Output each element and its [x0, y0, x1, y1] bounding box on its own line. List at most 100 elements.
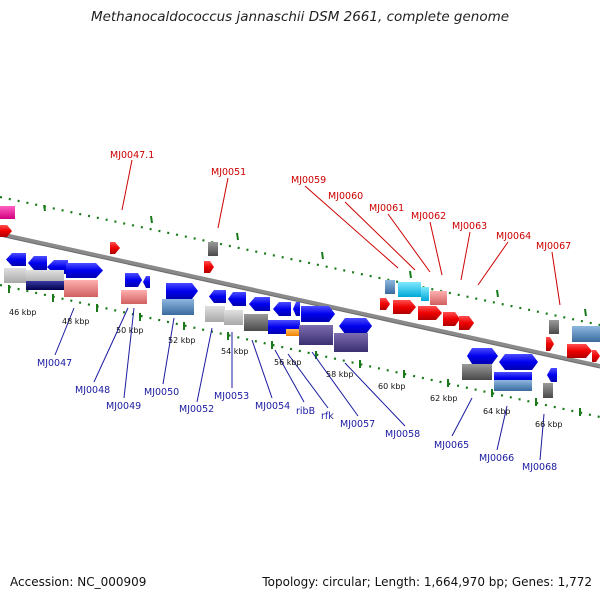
- gene-label[interactable]: MJ0048: [75, 385, 110, 396]
- gene-feature[interactable]: [204, 261, 214, 273]
- tick-mark: [43, 204, 46, 212]
- scale-label: 52 kbp: [168, 336, 196, 345]
- scale-label: 46 kbp: [9, 308, 37, 317]
- gene-label[interactable]: MJ0063: [452, 221, 487, 232]
- gene-feature[interactable]: [162, 299, 194, 315]
- genome-backbone: [0, 232, 600, 368]
- gene-label[interactable]: ribB: [296, 406, 315, 417]
- gene-label[interactable]: rfk: [321, 411, 334, 422]
- gene-feature[interactable]: [334, 333, 368, 352]
- gene-label[interactable]: MJ0051: [211, 167, 246, 178]
- gene-label[interactable]: MJ0067: [536, 241, 571, 252]
- gene-feature[interactable]: [228, 292, 246, 306]
- gene-label[interactable]: MJ0064: [496, 231, 531, 242]
- leader-rfk: [287, 353, 329, 409]
- leader-MJ0063: [460, 231, 471, 281]
- gene-feature[interactable]: [293, 302, 300, 316]
- gene-label[interactable]: MJ0061: [369, 203, 404, 214]
- gene-label[interactable]: MJ0060: [328, 191, 363, 202]
- leader-MJ0051: [217, 177, 229, 229]
- gene-feature[interactable]: [244, 314, 268, 331]
- tick-mark: [321, 251, 324, 260]
- gene-feature[interactable]: [26, 270, 64, 284]
- gene-feature[interactable]: [249, 297, 270, 311]
- gene-feature[interactable]: [66, 263, 103, 278]
- tick-mark: [236, 232, 239, 241]
- gene-feature[interactable]: [64, 280, 98, 297]
- gene-feature[interactable]: [143, 276, 150, 288]
- gene-feature[interactable]: [26, 281, 64, 290]
- gene-feature[interactable]: [393, 300, 416, 314]
- gene-feature[interactable]: [418, 306, 442, 320]
- gene-feature[interactable]: [0, 206, 15, 219]
- gene-feature[interactable]: [385, 280, 395, 294]
- forward-gene-labels: MJ0047.1 MJ0051 MJ0059 MJ0060 MJ0061 MJ0…: [110, 150, 571, 252]
- tick-mark: [496, 289, 499, 298]
- gene-label[interactable]: MJ0066: [479, 453, 514, 464]
- gene-label[interactable]: MJ0065: [434, 440, 469, 451]
- gene-feature[interactable]: [125, 273, 142, 287]
- gene-feature[interactable]: [286, 329, 299, 336]
- gene-feature[interactable]: [28, 256, 47, 270]
- scale-label: 56 kbp: [274, 358, 302, 367]
- gene-label[interactable]: MJ0052: [179, 404, 214, 415]
- gene-label[interactable]: MJ0057: [340, 419, 375, 430]
- gene-feature[interactable]: [462, 364, 492, 380]
- gene-feature[interactable]: [121, 290, 147, 304]
- gene-feature[interactable]: [547, 368, 557, 382]
- leader-MJ0052: [196, 327, 213, 403]
- gene-feature[interactable]: [6, 253, 26, 266]
- gene-feature[interactable]: [205, 306, 225, 322]
- gene-label[interactable]: MJ0050: [144, 387, 179, 398]
- gene-feature[interactable]: [208, 242, 218, 256]
- gene-feature[interactable]: [0, 225, 12, 237]
- gene-feature[interactable]: [339, 318, 372, 334]
- gene-label[interactable]: MJ0047.1: [110, 150, 154, 161]
- gene-feature[interactable]: [421, 287, 429, 301]
- gene-feature[interactable]: [494, 380, 532, 391]
- label-leader-lines: [54, 159, 561, 461]
- leader-MJ0048: [93, 307, 129, 383]
- gene-label[interactable]: MJ0068: [522, 462, 557, 473]
- gene-feature[interactable]: [430, 291, 447, 305]
- tick-mark: [584, 308, 587, 317]
- gene-feature[interactable]: [299, 325, 333, 345]
- reverse-gene-labels: MJ0047 MJ0048 MJ0049 MJ0050 MJ0052 MJ005…: [37, 358, 557, 473]
- leader-ribB: [274, 349, 305, 403]
- forward-strand-features: [0, 206, 600, 362]
- gene-label[interactable]: MJ0059: [291, 175, 326, 186]
- leader-MJ0047.1: [121, 159, 133, 211]
- gene-feature[interactable]: [4, 268, 26, 283]
- leader-MJ0058: [344, 362, 406, 427]
- gene-feature[interactable]: [209, 290, 226, 303]
- gene-feature[interactable]: [301, 306, 335, 322]
- gene-label[interactable]: MJ0062: [411, 211, 446, 222]
- gene-feature[interactable]: [467, 348, 498, 364]
- leader-MJ0067: [551, 251, 561, 306]
- scale-label: 66 kbp: [535, 420, 563, 429]
- gene-feature[interactable]: [166, 283, 198, 299]
- gene-feature[interactable]: [459, 316, 474, 330]
- gene-feature[interactable]: [398, 282, 421, 297]
- gene-feature[interactable]: [592, 350, 600, 362]
- gene-feature[interactable]: [110, 242, 120, 254]
- scale-label: 58 kbp: [326, 370, 354, 379]
- gene-label[interactable]: MJ0054: [255, 401, 290, 412]
- gene-label[interactable]: MJ0058: [385, 429, 420, 440]
- gene-feature[interactable]: [543, 383, 553, 398]
- gene-feature[interactable]: [499, 354, 538, 370]
- gene-feature[interactable]: [546, 337, 554, 351]
- gene-feature[interactable]: [273, 302, 291, 316]
- gene-feature[interactable]: [572, 326, 600, 342]
- gene-feature[interactable]: [443, 312, 460, 326]
- gene-feature[interactable]: [549, 320, 559, 334]
- gene-feature[interactable]: [224, 310, 243, 325]
- gene-label[interactable]: MJ0049: [106, 401, 141, 412]
- gene-feature[interactable]: [380, 298, 390, 310]
- tick-marks: [8, 204, 587, 416]
- scale-label: 54 kbp: [221, 347, 249, 356]
- scale-label: 48 kbp: [62, 317, 90, 326]
- gene-label[interactable]: MJ0047: [37, 358, 72, 369]
- gene-feature[interactable]: [567, 344, 592, 358]
- gene-label[interactable]: MJ0053: [214, 391, 249, 402]
